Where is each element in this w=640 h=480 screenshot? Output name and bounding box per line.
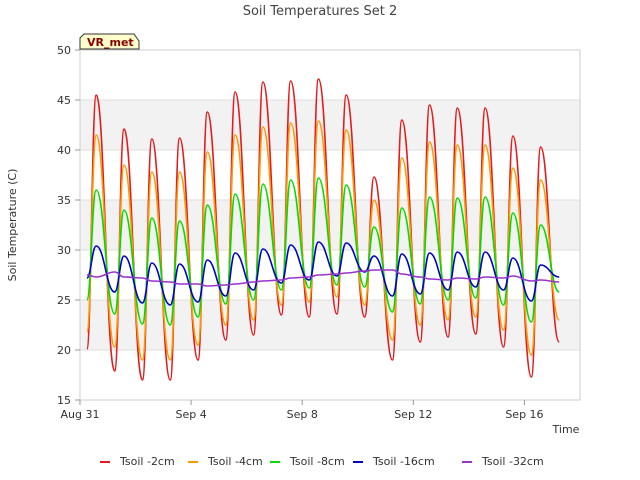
legend-item: Tsoil -16cm [353,455,435,468]
x-tick-label: Sep 16 [505,408,543,421]
plot-frame [79,49,581,401]
legend-item: Tsoil -32cm [462,455,544,468]
legend-item: Tsoil -2cm [100,455,175,468]
series-lines [86,78,560,381]
legend-item: Tsoil -4cm [188,455,263,468]
legend-label: Tsoil -32cm [481,455,544,468]
y-tick-label: 40 [57,144,71,157]
x-tick-label: Aug 31 [61,408,100,421]
legend: Tsoil -2cm Tsoil -4cm Tsoil -8cm Tsoil -16c… [100,455,544,468]
y-tick-label: 25 [57,294,71,307]
legend-label: Tsoil -2cm [119,455,175,468]
band [80,100,580,150]
x-axis-ticks: Aug 31 Sep 4 Sep 8 Sep 12 Sep 16 [61,400,544,421]
y-tick-label: 15 [57,394,71,407]
legend-label: Tsoil -4cm [207,455,263,468]
legend-label: Tsoil -8cm [289,455,345,468]
x-tick-label: Sep 8 [287,408,318,421]
y-tick-label: 30 [57,244,71,257]
y-tick-label: 50 [57,44,71,57]
badge-text: VR_met [87,36,134,49]
x-tick-label: Sep 12 [394,408,432,421]
legend-item: Tsoil -8cm [270,455,345,468]
legend-label: Tsoil -16cm [372,455,435,468]
y-axis-label: Soil Temperature (C) [6,169,19,282]
y-tick-label: 45 [57,94,71,107]
y-axis-ticks: 15 20 25 30 35 40 45 50 [57,44,80,407]
badge-shape [79,33,140,50]
y-tick-label: 20 [57,344,71,357]
series-line-tsoil-32cm [86,269,560,287]
station-badge: VR_met [79,33,140,50]
x-tick-label: Sep 4 [175,408,206,421]
x-axis-label: Time [552,423,580,436]
y-tick-label: 35 [57,194,71,207]
series-line-tsoil-16cm [86,241,560,306]
chart-title: Soil Temperatures Set 2 [243,4,398,19]
